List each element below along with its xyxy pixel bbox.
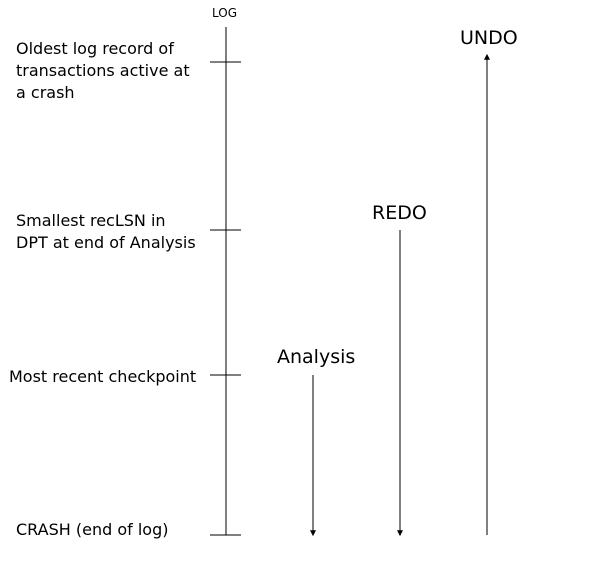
phase-redo: REDO [372, 202, 427, 224]
log-title: LOG [212, 6, 238, 20]
label-smallest-reclsn: Smallest recLSN in DPT at end of Analysi… [16, 211, 196, 252]
phase-undo: UNDO [460, 27, 518, 49]
label-most-recent-checkpoint: Most recent checkpoint [9, 367, 197, 386]
phase-analysis: Analysis [277, 346, 356, 368]
label-crash-end-of-log: CRASH (end of log) [16, 520, 169, 539]
label-oldest-log-record: Oldest log record of transactions active… [16, 39, 190, 102]
